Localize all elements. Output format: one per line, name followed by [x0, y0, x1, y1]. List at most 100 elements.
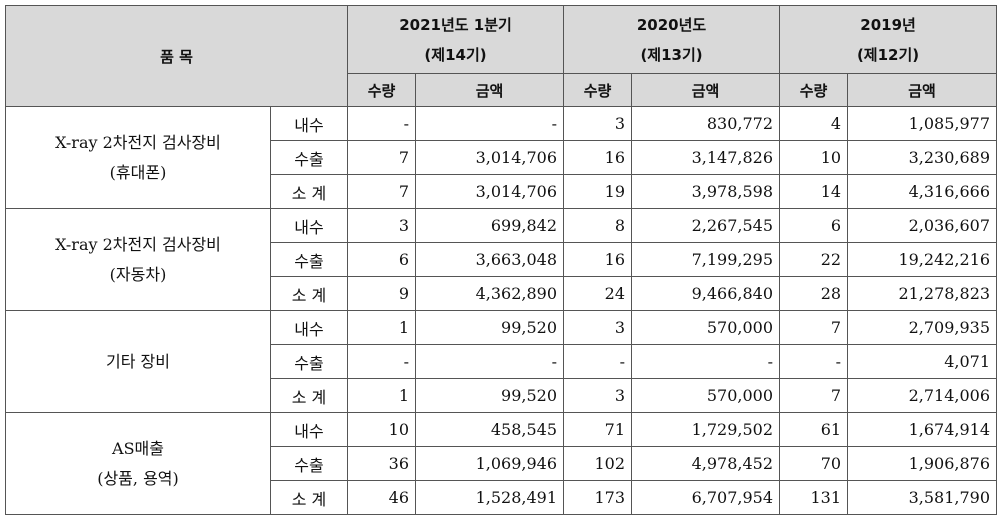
product-name-line: (휴대폰)	[109, 162, 167, 182]
qty-cell: 10	[779, 140, 849, 175]
qty-cell: 131	[779, 480, 849, 515]
sales-type: 내수	[269, 106, 349, 141]
amount-cell: 9,466,840	[631, 276, 781, 311]
qty-cell: 7	[779, 310, 849, 345]
sales-table: 품 목 2021년도 1분기 (제14기) 2020년도 (제13기) 2019…	[4, 5, 998, 515]
qty-cell: 36	[347, 446, 417, 481]
qty-cell: 71	[563, 412, 633, 447]
table-row: AS매출 (상품, 용역) 내수 10 458,545 71 1,729,502 61 1,67…	[5, 412, 998, 515]
amount-cell: 99,520	[415, 378, 565, 413]
product-name: X-ray 2차전지 검사장비 (자동차)	[5, 208, 271, 311]
sales-type: 소 계	[269, 378, 349, 413]
amount-cell: 570,000	[631, 310, 781, 345]
amount-cell: 2,267,545	[631, 208, 781, 243]
amount-cell: 830,772	[631, 106, 781, 141]
qty-cell: 22	[779, 242, 849, 277]
sales-type: 수출	[269, 344, 349, 379]
qty-header: 수량	[347, 73, 417, 107]
qty-cell: 4	[779, 106, 849, 141]
product-name-line: X-ray 2차전지 검사장비	[55, 132, 221, 152]
amount-cell: 2,714,006	[847, 378, 998, 413]
qty-cell: 24	[563, 276, 633, 311]
header-row-columns: 수량 금액 수량 금액 수량 금액	[6, 73, 998, 107]
qty-cell: 6	[779, 208, 849, 243]
qty-cell: -	[779, 344, 849, 379]
amount-cell: -	[415, 106, 565, 141]
amount-cell: 3,147,826	[631, 140, 781, 175]
product-name: AS매출 (상품, 용역)	[5, 412, 271, 515]
amount-cell: 4,316,666	[847, 174, 998, 209]
amount-cell: 1,069,946	[415, 446, 565, 481]
sales-type: 수출	[269, 140, 349, 175]
product-name-line: (자동차)	[109, 264, 167, 284]
amount-cell: 7,199,295	[631, 242, 781, 277]
amount-header: 금액	[847, 73, 998, 107]
qty-cell: 16	[563, 242, 633, 277]
amount-cell: 6,707,954	[631, 480, 781, 515]
table-row: X-ray 2차전지 검사장비 (자동차) 내수 3 699,842 8 2,267,545…	[5, 208, 998, 311]
table-row: 수출 - - - - -4,071	[6, 344, 998, 379]
period-sub: (제14기)	[424, 45, 487, 64]
header-row-periods: 품 목 2021년도 1분기 (제14기) 2020년도 (제13기) 2019…	[4, 5, 998, 107]
sales-type: 내수	[269, 412, 349, 447]
period-header-2021q1: 2021년도 1분기 (제14기)	[347, 5, 565, 74]
amount-cell: 3,230,689	[847, 140, 998, 175]
amount-cell: 1,729,502	[631, 412, 781, 447]
table-row: 소 계 7 3,014,706 19 3,978,598 14 4,316,666	[6, 174, 998, 209]
amount-cell: 3,663,048	[415, 242, 565, 277]
qty-cell: 3	[347, 208, 417, 243]
qty-cell: 19	[563, 174, 633, 209]
qty-cell: 10	[347, 412, 417, 447]
sales-type: 수출	[269, 446, 349, 481]
product-name-line: (상품, 용역)	[97, 468, 179, 488]
qty-cell: 9	[347, 276, 417, 311]
period-header-2019: 2019년 (제12기)	[779, 5, 998, 74]
amount-cell: 4,071	[847, 344, 998, 379]
amount-cell: 2,709,935	[847, 310, 998, 345]
period-header-2020: 2020년도 (제13기)	[563, 5, 781, 74]
qty-header: 수량	[779, 73, 849, 107]
table-row: 수출 36 1,069,946 102 4,978,452 70 1,906,876	[6, 446, 998, 481]
period-sub: (제13기)	[640, 45, 703, 64]
amount-cell: 1,085,977	[847, 106, 998, 141]
product-name-line: AS매출	[112, 438, 164, 458]
product-name: X-ray 2차전지 검사장비 (휴대폰)	[5, 106, 271, 209]
period-sub: (제12기)	[856, 45, 920, 64]
qty-cell: 14	[779, 174, 849, 209]
qty-cell: 7	[779, 378, 849, 413]
product-name-line: X-ray 2차전지 검사장비	[55, 234, 221, 254]
qty-cell: 1	[347, 310, 417, 345]
amount-cell: 570,000	[631, 378, 781, 413]
qty-cell: 16	[563, 140, 633, 175]
amount-cell: 1,906,876	[847, 446, 998, 481]
qty-cell: 3	[563, 378, 633, 413]
amount-cell: 99,520	[415, 310, 565, 345]
amount-cell: -	[631, 344, 781, 379]
table-body: X-ray 2차전지 검사장비 (휴대폰) 내수 - -3 830,772 4 1,085,9…	[5, 106, 998, 515]
sales-type: 소 계	[269, 480, 349, 515]
qty-cell: -	[563, 344, 633, 379]
amount-cell: 4,362,890	[415, 276, 565, 311]
table-row: X-ray 2차전지 검사장비 (휴대폰) 내수 - -3 830,772 4 1,085,9…	[5, 106, 998, 209]
qty-cell: 6	[347, 242, 417, 277]
qty-cell: 28	[779, 276, 849, 311]
qty-cell: 8	[563, 208, 633, 243]
table-row: 기타 장비 내수 1 99,520 3 570,000 7 2,709,935	[5, 310, 998, 413]
table-row: 소 계 1 99,520 3 570,000 7 2,714,006	[6, 378, 998, 413]
qty-cell: 3	[563, 106, 633, 141]
qty-cell: 102	[563, 446, 633, 481]
qty-cell: -	[347, 344, 417, 379]
period-title: 2019년	[860, 15, 916, 34]
amount-cell: 4,978,452	[631, 446, 781, 481]
qty-cell: 7	[347, 174, 417, 209]
amount-cell: 3,014,706	[415, 174, 565, 209]
amount-header: 금액	[631, 73, 781, 107]
qty-cell: -	[347, 106, 417, 141]
amount-cell: 1,528,491	[415, 480, 565, 515]
amount-cell: 3,581,790	[847, 480, 998, 515]
sales-type: 내수	[269, 208, 349, 243]
amount-cell: -	[415, 344, 565, 379]
amount-cell: 21,278,823	[847, 276, 998, 311]
amount-cell: 3,978,598	[631, 174, 781, 209]
sales-type: 소 계	[269, 174, 349, 209]
